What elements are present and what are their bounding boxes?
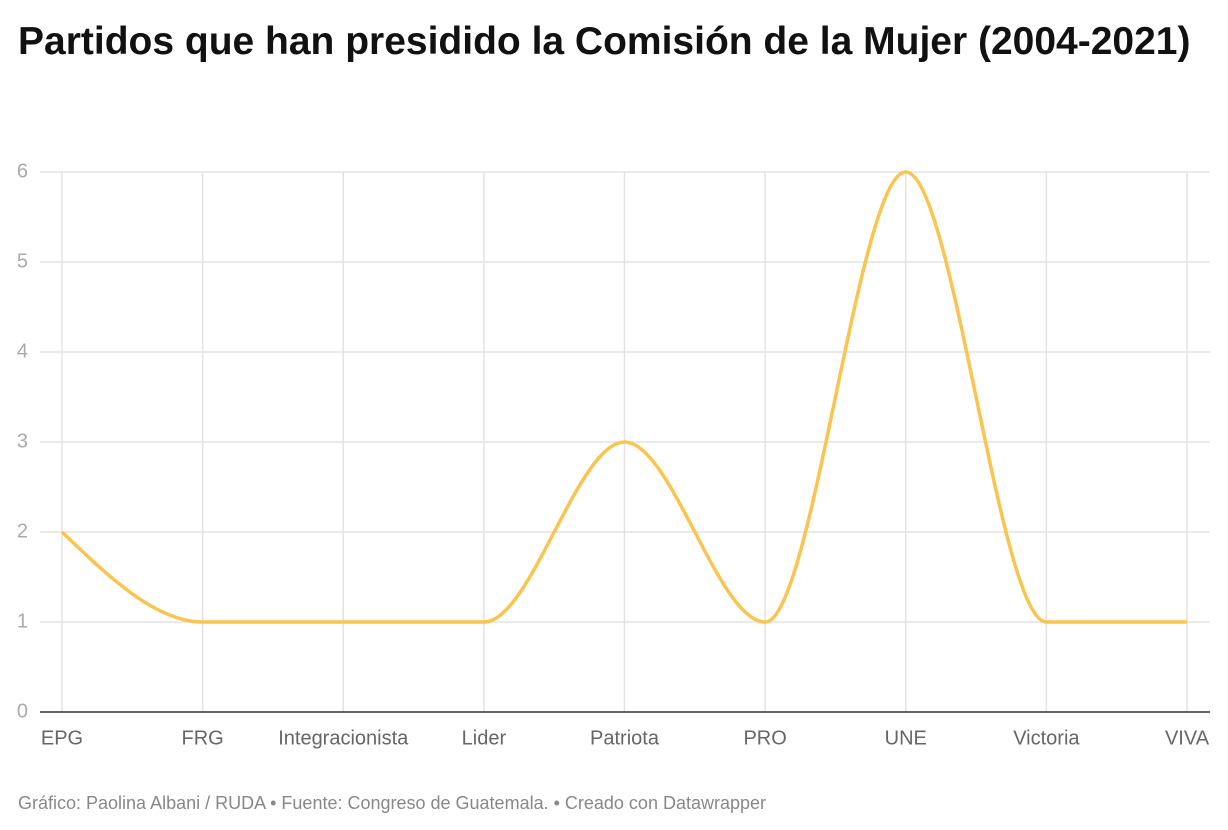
y-tick-label: 5 <box>17 250 28 272</box>
x-tick-label: VIVA <box>1165 727 1210 749</box>
x-tick-label: PRO <box>743 727 786 749</box>
x-tick-label: FRG <box>182 727 224 749</box>
y-tick-label: 0 <box>17 700 28 722</box>
footer: Gráfico: Paolina Albani / RUDA • Fuente:… <box>18 793 766 813</box>
line <box>60 170 1187 624</box>
x-tick-label: EPG <box>41 727 83 749</box>
y-tick-label: 2 <box>17 520 28 542</box>
x-tick-label: Lider <box>462 727 507 749</box>
x-tick-label: Victoria <box>1013 727 1080 749</box>
x-tick-label: UNE <box>885 727 927 749</box>
x-tick-label: Integracionista <box>278 727 409 749</box>
x-tick-label: Patriota <box>590 727 660 749</box>
y-tick-label: 6 <box>17 160 28 182</box>
chart-title: Partidos que han presidido la Comisión d… <box>18 20 1191 63</box>
y-tick-label: 1 <box>17 610 28 632</box>
y-tick-label: 4 <box>17 340 28 362</box>
y-tick-label: 3 <box>17 430 28 452</box>
